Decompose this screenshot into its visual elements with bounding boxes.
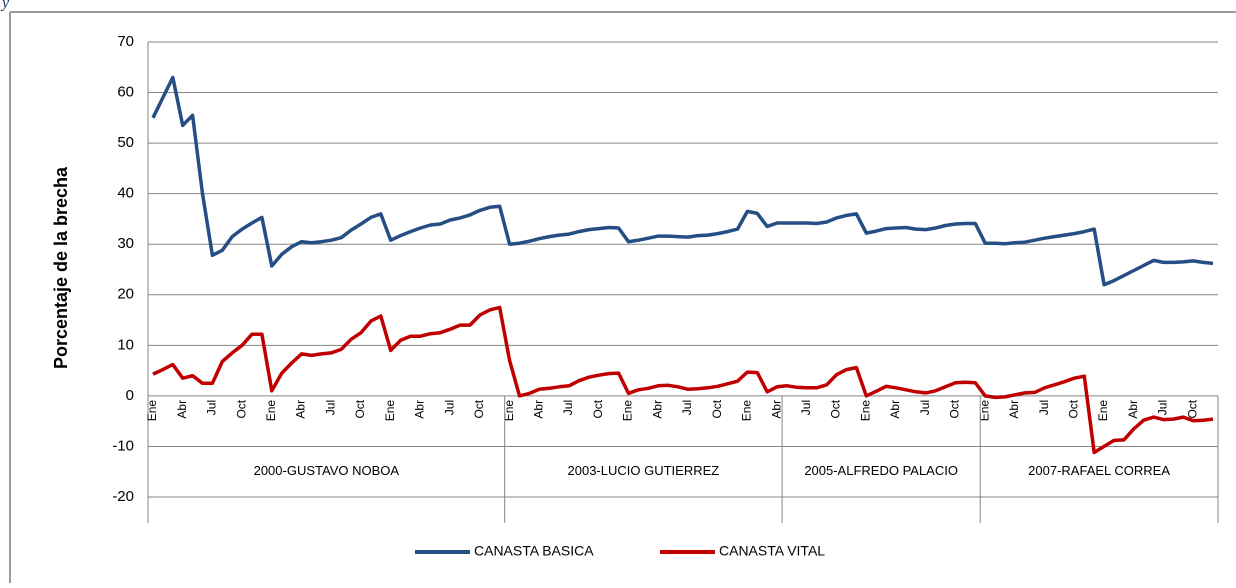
group-label: 2007-RAFAEL CORREA — [1028, 463, 1170, 478]
y-tick-label: 0 — [126, 387, 134, 404]
frame — [9, 11, 1236, 583]
x-tick-label: Ene — [621, 400, 635, 422]
line-series — [151, 75, 1214, 287]
x-tick-label: Oct — [1185, 399, 1199, 418]
x-tick-label: Abr — [888, 400, 902, 419]
x-tick-label: Jul — [680, 400, 694, 415]
x-tick-label: Oct — [948, 399, 962, 418]
y-tick-label: 60 — [117, 84, 134, 101]
y-tick-label: 70 — [117, 33, 134, 50]
y-tick-label: 50 — [117, 134, 134, 151]
x-tick-label: Abr — [175, 400, 189, 419]
line-series — [152, 305, 1214, 455]
x-tick-label: Jul — [205, 400, 219, 415]
x-tick-label: Abr — [294, 400, 308, 419]
clipped-text: y — [0, 0, 10, 12]
group-label: 2005-ALFREDO PALACIO — [804, 463, 958, 478]
x-tick-label: Ene — [383, 400, 397, 422]
x-tick-label: Ene — [502, 400, 516, 422]
x-tick-label: Abr — [769, 400, 783, 419]
x-tick-label: Oct — [472, 399, 486, 418]
y-tick-label: 30 — [117, 235, 134, 252]
x-tick-label: Ene — [145, 400, 159, 422]
x-tick-label: Ene — [740, 400, 754, 422]
y-axis-label: Porcentaje de la brecha — [51, 166, 71, 369]
y-tick-label: 20 — [117, 286, 134, 303]
y-tick-label: 10 — [117, 336, 134, 353]
x-tick-label: Jul — [918, 400, 932, 415]
x-tick-label: Jul — [442, 400, 456, 415]
x-tick-label: Abr — [1007, 400, 1021, 419]
x-tick-label: Jul — [561, 400, 575, 415]
y-tick-label: -20 — [112, 488, 134, 505]
x-tick-label: Jul — [1037, 400, 1051, 415]
x-tick-label: Ene — [977, 400, 991, 422]
y-tick-label: -10 — [112, 437, 134, 454]
x-tick-label: Ene — [264, 400, 278, 422]
x-tick-label: Oct — [710, 399, 724, 418]
x-tick-label: Oct — [353, 399, 367, 418]
x-tick-label: Abr — [532, 400, 546, 419]
x-tick-label: Ene — [1096, 400, 1110, 422]
x-tick-label: Jul — [323, 400, 337, 415]
x-tick-label: Oct — [591, 399, 605, 418]
x-tick-label: Ene — [858, 400, 872, 422]
x-tick-label: Abr — [1126, 400, 1140, 419]
x-tick-label: Oct — [234, 399, 248, 418]
x-tick-label: Oct — [1067, 399, 1081, 418]
legend-label: CANASTA VITAL — [719, 543, 825, 559]
group-label: 2000-GUSTAVO NOBOA — [254, 463, 400, 478]
legend-label: CANASTA BASICA — [474, 543, 594, 559]
x-tick-label: Abr — [650, 400, 664, 419]
x-tick-label: Abr — [413, 400, 427, 419]
y-tick-label: 40 — [117, 185, 134, 202]
group-label: 2003-LUCIO GUTIERREZ — [568, 463, 720, 478]
x-tick-label: Jul — [1156, 400, 1170, 415]
x-tick-label: Oct — [829, 399, 843, 418]
x-tick-label: Jul — [799, 400, 813, 415]
